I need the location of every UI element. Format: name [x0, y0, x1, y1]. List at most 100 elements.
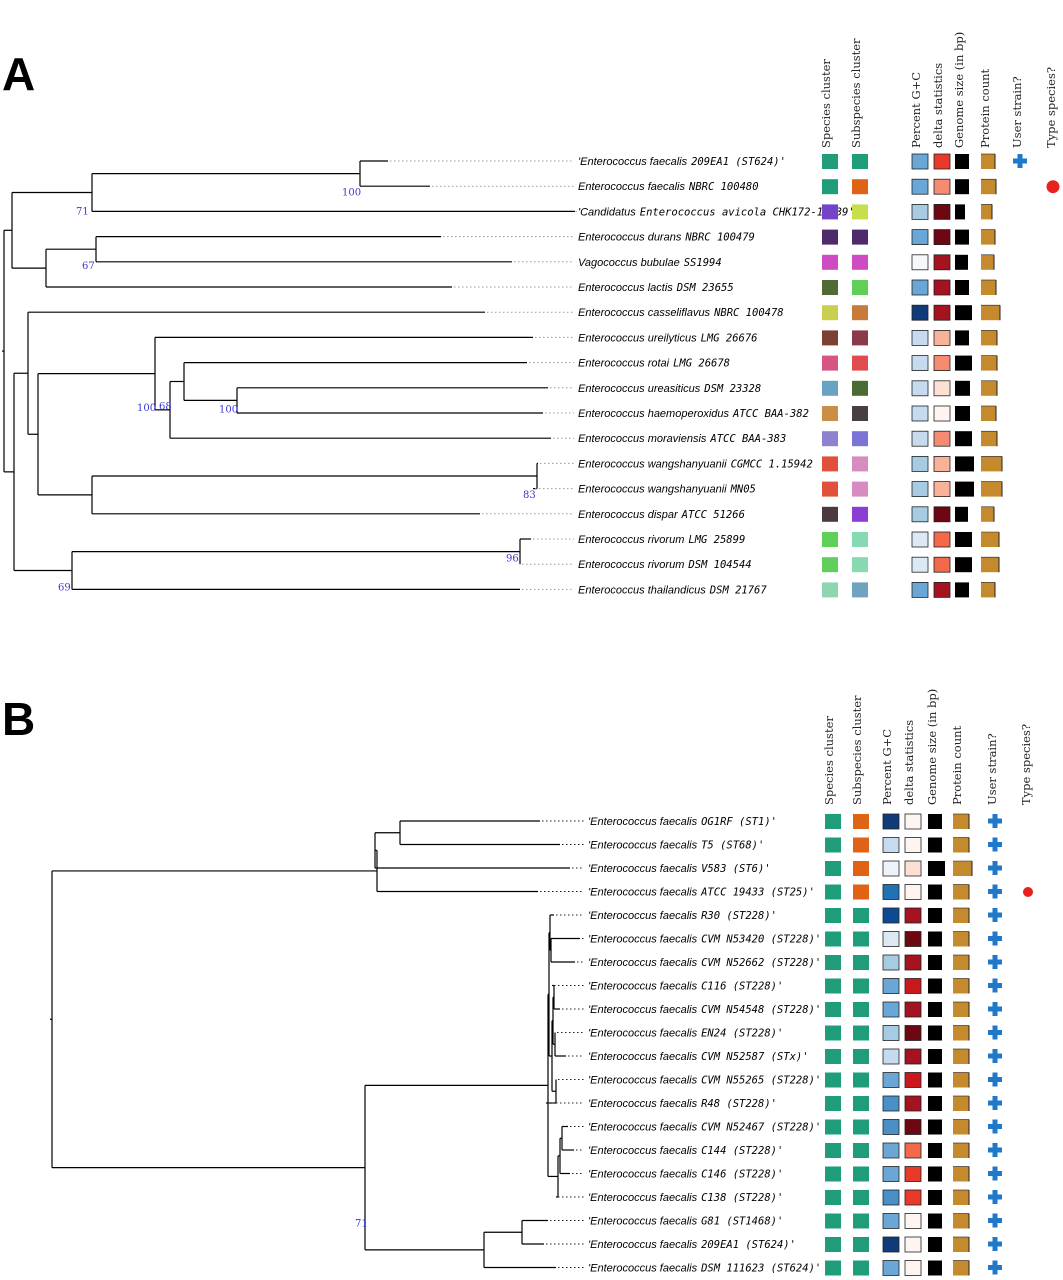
subspecies-cluster-cell — [853, 1190, 869, 1205]
delta-statistics-cell — [904, 1189, 922, 1206]
subspecies-cluster-cell — [853, 931, 869, 947]
subspecies-cluster-cell — [852, 229, 868, 245]
subspecies-cluster-cell — [852, 280, 868, 295]
genome-size-bar — [928, 1143, 942, 1158]
leaf-open-quote: ' — [588, 981, 591, 993]
protein-count-bar — [981, 330, 997, 346]
column-header: delta statistics — [931, 63, 945, 148]
column-header: Species cluster — [822, 716, 836, 805]
leaf-label: 'Enterococcus faecalis EN24 (ST228)' — [588, 1028, 783, 1040]
leaf-genus: Enterococcus rivorum — [578, 534, 684, 546]
protein-count-bar — [981, 229, 995, 245]
genome-size-bar — [955, 557, 972, 573]
genome-size-bar — [928, 1190, 942, 1205]
gc-percent-cell — [882, 907, 900, 924]
leaf-strain: R30 (ST228)' — [701, 910, 777, 922]
leaf-genus: Enterococcus durans — [578, 232, 682, 244]
leaf-genus: Enterococcus ureilyticus — [578, 332, 697, 344]
leaf-genus: Enterococcus thailandicus — [578, 584, 706, 596]
type-species-dot-icon — [1046, 180, 1060, 194]
gc-percent-cell — [911, 279, 929, 296]
leaf-genus: Enterococcus faecalis — [590, 1028, 697, 1040]
delta-statistics-cell — [933, 153, 951, 170]
gc-percent-cell — [882, 884, 900, 900]
protein-count-bar — [953, 884, 969, 900]
subspecies-cluster-cell — [853, 908, 869, 923]
protein-count-bar — [953, 1166, 969, 1182]
gc-percent-cell — [911, 153, 929, 170]
panel-label-a: A — [2, 48, 35, 100]
genome-size-bar — [955, 280, 969, 295]
genome-size-bar — [928, 908, 942, 923]
leaf-open-quote: ' — [588, 1145, 591, 1157]
column-header: Protein count — [950, 725, 964, 805]
metadata-matrix-a — [822, 153, 1060, 598]
leaf-label: 'Enterococcus faecalis C138 (ST228)' — [588, 1192, 783, 1204]
species-cluster-cell — [822, 254, 838, 270]
gc-percent-cell — [882, 1048, 900, 1065]
leaf-labels-a: 'Enterococcus faecalis 209EA1 (ST624)'Ent… — [390, 156, 861, 596]
leaf-genus: Enterococcus faecalis — [590, 1004, 697, 1016]
leaf-strain: V583 (ST6)' — [701, 863, 771, 875]
panel-b: B 71 'Enterococcus faecalis OG1RF (ST1)''… — [2, 689, 1033, 1276]
protein-count-bar — [953, 1049, 969, 1064]
species-cluster-cell — [822, 557, 838, 573]
leaf-label: 'Enterococcus faecalis OG1RF (ST1)' — [588, 816, 777, 828]
gc-percent-cell — [882, 931, 900, 947]
genome-size-bar — [955, 229, 969, 245]
leaf-genus: Enterococcus faecalis — [590, 1239, 697, 1251]
delta-statistics-cell — [904, 907, 922, 924]
species-cluster-cell — [825, 955, 841, 970]
leaf-strain: 209EA1 (ST624)' — [701, 1239, 796, 1251]
leaf-genus: Enterococcus faecalis — [590, 863, 697, 875]
leaf-label: Enterococcus faecalis NBRC 100480 — [578, 181, 759, 193]
leaf-strain: C144 (ST228)' — [701, 1145, 783, 1157]
leaf-label: 'Enterococcus faecalis CVM N52662 (ST228)… — [588, 957, 821, 969]
matrix-row — [822, 430, 998, 447]
protein-count-bar — [953, 1025, 969, 1041]
delta-statistics-cell — [904, 1260, 922, 1276]
leaf-label: Enterococcus wangshanyuanii MN05 — [578, 484, 756, 496]
delta-statistics-cell — [904, 954, 922, 971]
protein-count-bar — [981, 406, 996, 421]
matrix-row — [825, 931, 1002, 947]
genome-size-bar — [928, 978, 942, 994]
species-cluster-cell — [825, 931, 841, 947]
species-cluster-cell — [822, 280, 838, 295]
user-strain-plus-icon — [988, 908, 1002, 922]
matrix-row — [822, 556, 1000, 573]
gc-percent-cell — [882, 1189, 900, 1206]
delta-statistics-cell — [904, 978, 922, 994]
leaf-strain: ATCC BAA-383 — [709, 433, 786, 445]
gc-percent-cell — [911, 355, 929, 372]
genome-size-bar — [955, 154, 969, 169]
leaf-strain: C116 (ST228)' — [701, 981, 783, 993]
protein-count-bar — [981, 532, 999, 547]
subspecies-cluster-cell — [853, 1213, 869, 1229]
protein-count-bar — [953, 978, 969, 994]
bootstrap-value: 67 — [82, 261, 95, 272]
subspecies-cluster-cell — [852, 204, 868, 220]
gc-percent-cell — [911, 481, 929, 498]
leaf-label: Enterococcus casseliflavus NBRC 100478 — [578, 307, 784, 319]
subspecies-cluster-cell — [852, 456, 868, 472]
leaf-label: 'Enterococcus faecalis R48 (ST228)' — [588, 1098, 777, 1110]
species-cluster-cell — [825, 978, 841, 994]
leaf-strain: DSM 111623 (ST624)' — [700, 1263, 821, 1275]
species-cluster-cell — [822, 154, 838, 169]
leaf-open-quote: ' — [588, 1216, 591, 1228]
species-cluster-cell — [822, 305, 838, 321]
user-strain-plus-icon — [988, 1025, 1002, 1040]
matrix-row — [822, 153, 1027, 170]
protein-count-bar — [953, 837, 969, 853]
matrix-row — [822, 531, 1000, 548]
leaf-label: 'Candidatus Enterococcus avicola CHK172-1… — [578, 206, 861, 218]
matrix-row — [825, 1048, 1002, 1065]
matrix-row — [825, 978, 1002, 994]
species-cluster-cell — [825, 1260, 841, 1276]
matrix-row — [822, 405, 997, 422]
leaf-genus: Enterococcus faecalis — [590, 910, 697, 922]
subspecies-cluster-cell — [852, 406, 868, 421]
leaf-genus: Enterococcus faecalis — [590, 816, 697, 828]
bootstrap-value: 100 — [219, 404, 238, 415]
